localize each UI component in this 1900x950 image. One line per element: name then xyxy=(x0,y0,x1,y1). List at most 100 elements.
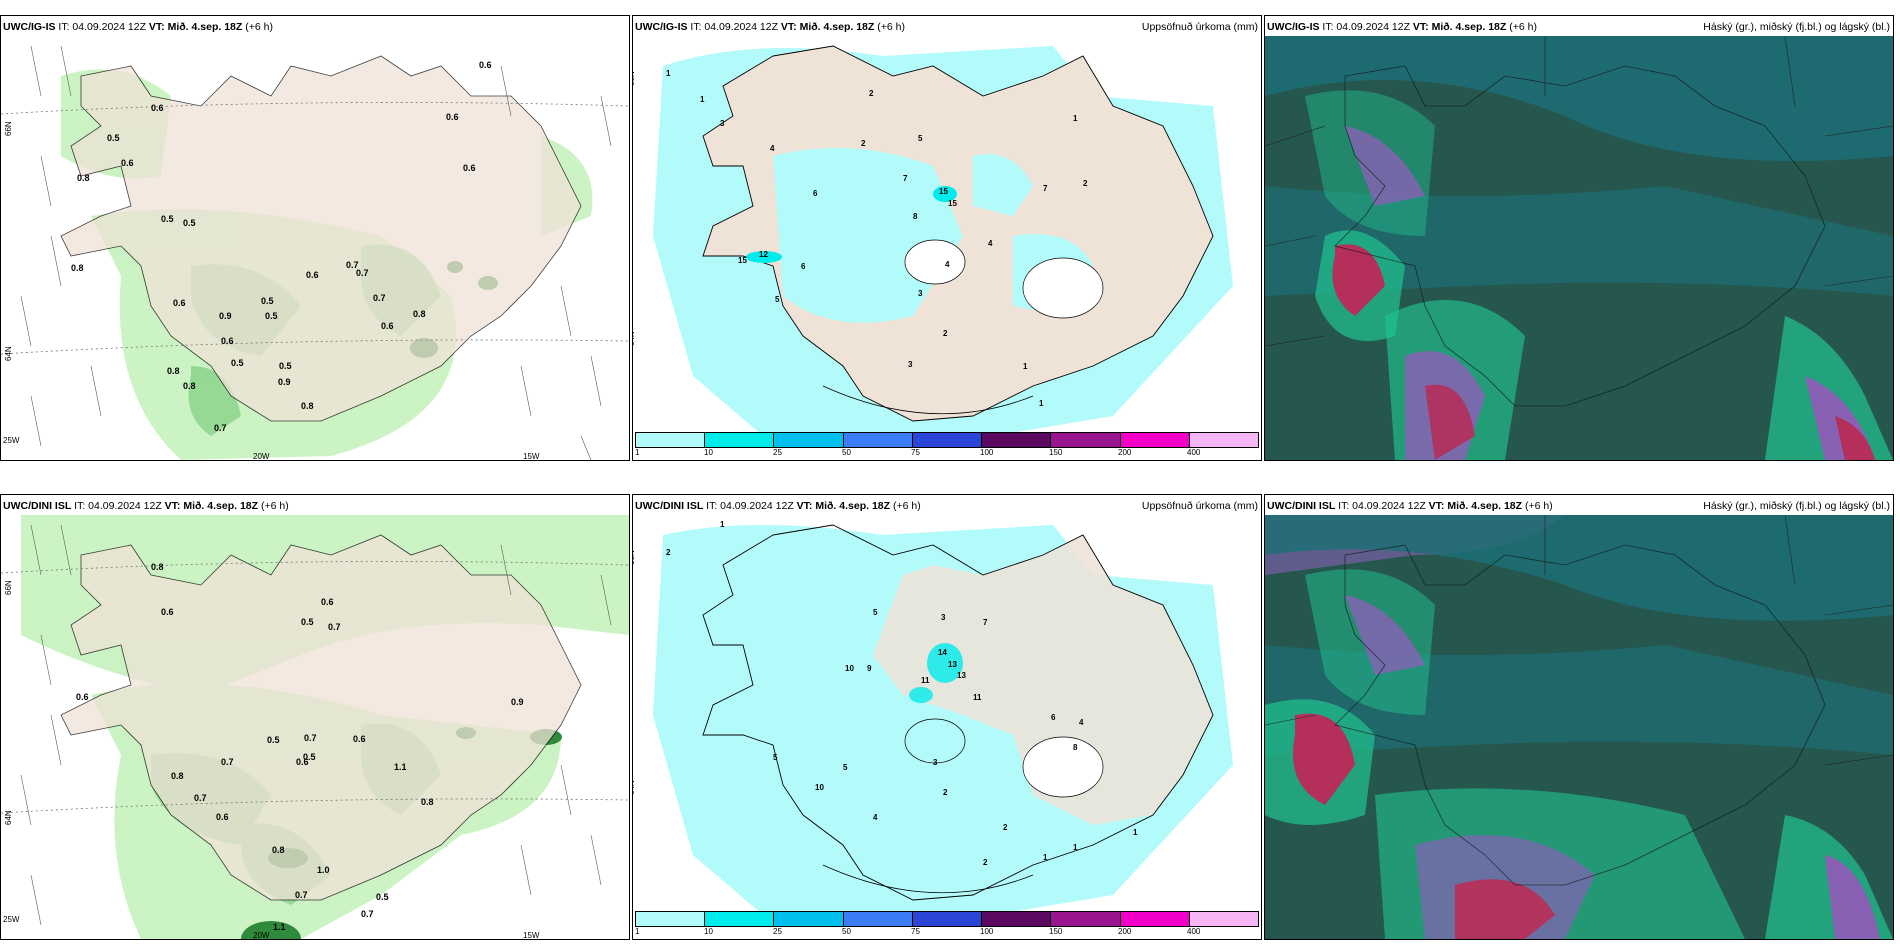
wind-map[interactable]: 0.8 0.6 0.6 0.5 0.6 0.5 0.7 0.7 0.6 0.9 … xyxy=(1,515,629,939)
wind-label: 0.7 xyxy=(373,293,386,303)
lat-label: 64N xyxy=(632,331,636,346)
precip-label: 8 xyxy=(913,212,918,221)
colorbar-cell xyxy=(982,433,1052,447)
lon-label: 20W xyxy=(253,452,270,461)
wind-label: 0.7 xyxy=(194,793,207,803)
precip-label: 2 xyxy=(983,858,988,867)
colorbar-tick: 100 xyxy=(980,448,994,457)
colorbar-tick: 1 xyxy=(635,448,640,457)
lat-label: 64N xyxy=(4,346,13,361)
wind-label: 0.5 xyxy=(267,735,280,745)
colorbar-tick: 50 xyxy=(842,927,851,936)
precip-label: 10 xyxy=(815,783,824,792)
precip-title: Uppsöfnuð úrkoma (mm) xyxy=(1141,500,1258,512)
precip-label: 9 xyxy=(867,664,872,673)
colorbar-ticks: 1 10 25 50 75 100 150 200 400 xyxy=(635,448,1259,457)
lon-label: 15W xyxy=(523,931,540,940)
precip-label: 1 xyxy=(1043,853,1048,862)
wind-label: 0.5 xyxy=(231,358,244,368)
lat-label: 66N xyxy=(4,580,13,595)
precip-label: 7 xyxy=(1043,184,1048,193)
precip-label: 5 xyxy=(918,134,923,143)
cloud-map[interactable] xyxy=(1265,515,1893,939)
wind-label: 0.8 xyxy=(71,263,84,273)
colorbar-cell xyxy=(636,912,706,926)
colorbar-cells xyxy=(635,432,1259,448)
colorbar-cell xyxy=(982,912,1052,926)
wind-label: 0.8 xyxy=(171,771,184,781)
lat-label: 64N xyxy=(4,810,13,825)
precip-label: 1 xyxy=(720,520,725,529)
wind-label: 0.8 xyxy=(301,401,314,411)
colorbar-tick: 150 xyxy=(1049,448,1063,457)
wind-label: 1.1 xyxy=(273,922,286,932)
wind-label: 0.6 xyxy=(121,158,134,168)
lon-label: 15W xyxy=(523,452,540,461)
wind-label: 0.5 xyxy=(183,218,196,228)
precip-label: 11 xyxy=(973,693,982,702)
cloud-title: Háský (gr.), miðský (fj.bl.) og lágský (… xyxy=(1703,500,1890,512)
colorbar-cell xyxy=(1051,433,1121,447)
colorbar: 1 10 25 50 75 100 150 200 400 xyxy=(635,911,1259,936)
colorbar-tick: 75 xyxy=(911,927,920,936)
colorbar-tick: 10 xyxy=(704,448,713,457)
colorbar-tick: 75 xyxy=(911,448,920,457)
wind-label: 0.7 xyxy=(356,268,369,278)
colorbar-ticks: 1 10 25 50 75 100 150 200 400 xyxy=(635,927,1259,936)
wind-label: 0.7 xyxy=(346,260,359,270)
wind-label: 0.6 xyxy=(446,112,459,122)
precip-label: 1 xyxy=(1023,362,1028,371)
wind-label: 0.6 xyxy=(353,734,366,744)
colorbar-tick: 200 xyxy=(1118,448,1132,457)
colorbar-cell xyxy=(705,912,775,926)
precip-label: 1 xyxy=(666,69,671,78)
lon-label: 25W xyxy=(3,915,20,924)
wind-label: 0.6 xyxy=(221,336,234,346)
colorbar-cell xyxy=(843,912,913,926)
wind-map-svg: 0.6 0.6 0.6 0.6 0.5 0.5 0.8 0.6 0.6 0.5 … xyxy=(1,36,629,460)
precip-label: 4 xyxy=(1079,718,1084,727)
lat-label: 66N xyxy=(632,550,636,565)
precip-label: 2 xyxy=(943,788,948,797)
precip-label: 12 xyxy=(759,250,768,259)
wind-label: 0.6 xyxy=(479,60,492,70)
colorbar-cell xyxy=(912,433,983,447)
precip-map[interactable]: 1 1 2 3 4 2 5 7 6 4 15 15 7 2 1 8 6 5 3 … xyxy=(633,36,1261,460)
wind-label: 0.9 xyxy=(219,311,232,321)
precip-label: 1 xyxy=(1073,843,1078,852)
colorbar-cells xyxy=(635,911,1259,927)
precip-label: 3 xyxy=(933,758,938,767)
lon-label: 25W xyxy=(3,436,20,445)
wind-label: 1.0 xyxy=(317,865,330,875)
precip-label: 2 xyxy=(1003,823,1008,832)
precip-label: 8 xyxy=(1073,743,1078,752)
precip-label: 2 xyxy=(861,139,866,148)
precip-label: 7 xyxy=(903,174,908,183)
precip-label: 13 xyxy=(948,660,957,669)
wind-label: 0.6 xyxy=(161,607,174,617)
precip-label: 4 xyxy=(873,813,878,822)
wind-label: 0.7 xyxy=(295,890,308,900)
precip-label: 7 xyxy=(983,618,988,627)
panel-bottom-wind: UWC/DINI ISL IT: 04.09.2024 12Z VT: Mið.… xyxy=(0,494,630,940)
wind-label: 1.1 xyxy=(394,762,407,772)
wind-label: 0.8 xyxy=(77,173,90,183)
cloud-map[interactable] xyxy=(1265,36,1893,460)
precip-label: 4 xyxy=(988,239,993,248)
precip-label: 10 xyxy=(845,664,854,673)
colorbar-tick: 400 xyxy=(1187,927,1201,936)
precip-label: 5 xyxy=(775,295,780,304)
precip-label: 13 xyxy=(957,671,966,680)
panel-header: UWC/IG-IS IT: 04.09.2024 12Z VT: Mið. 4.… xyxy=(3,21,273,33)
lat-label: 66N xyxy=(4,121,13,136)
precip-label: 4 xyxy=(770,144,775,153)
wind-map[interactable]: 0.6 0.6 0.6 0.6 0.5 0.5 0.8 0.6 0.6 0.5 … xyxy=(1,36,629,460)
precip-label: 3 xyxy=(908,360,913,369)
wind-label: 0.5 xyxy=(265,311,278,321)
cloud-title: Háský (gr.), miðský (fj.bl.) og lágský (… xyxy=(1703,21,1890,33)
wind-label: 0.5 xyxy=(107,133,120,143)
wind-label: 0.8 xyxy=(167,366,180,376)
precip-value-labels: 2 1 3 5 10 7 14 13 13 11 9 11 6 4 8 10 5… xyxy=(666,520,1138,867)
precip-label: 5 xyxy=(773,753,778,762)
precip-map[interactable]: 2 1 3 5 10 7 14 13 13 11 9 11 6 4 8 10 5… xyxy=(633,515,1261,939)
